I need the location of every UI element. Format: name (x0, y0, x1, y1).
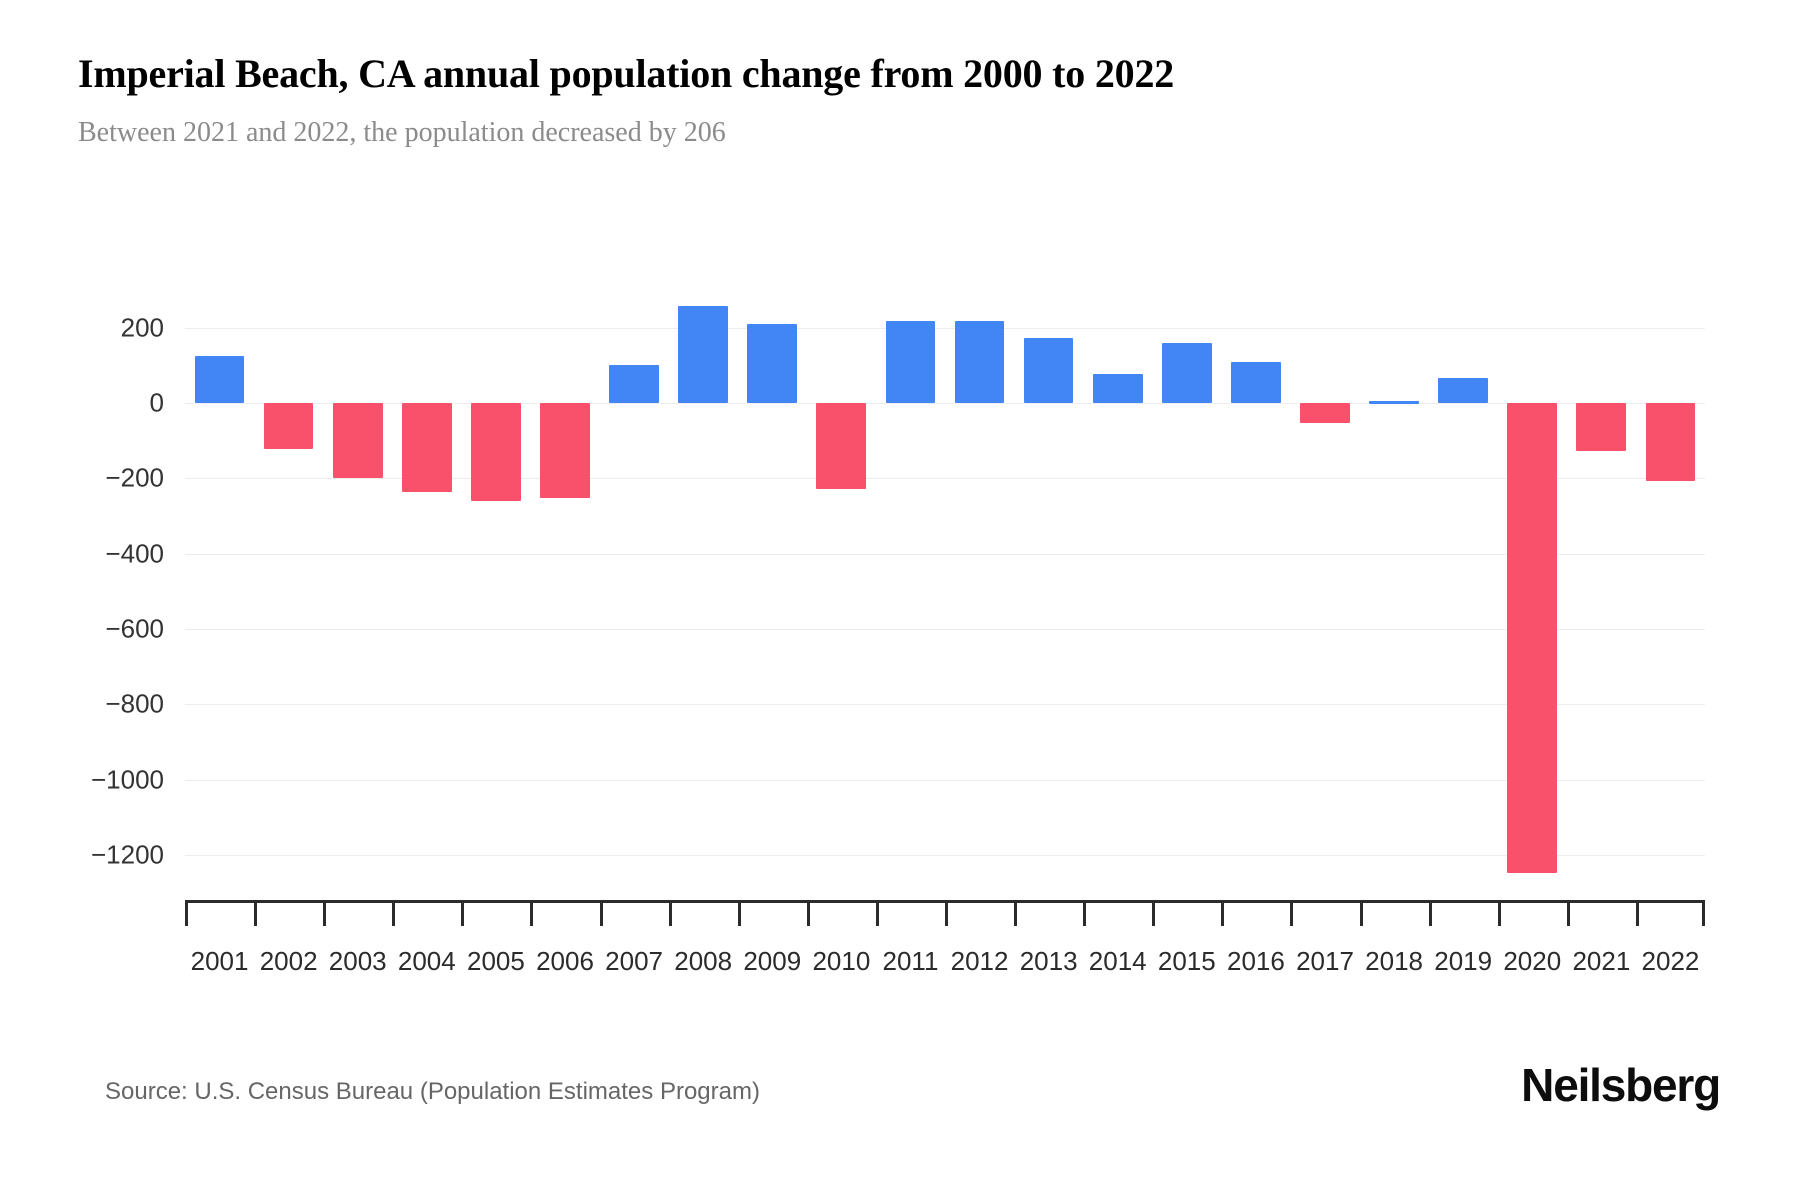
y-axis-tick-label: −1000 (90, 764, 164, 794)
x-axis-tick (668, 900, 672, 926)
x-axis-tick-label: 2012 (950, 946, 1009, 976)
x-axis-tick (1566, 900, 1570, 926)
x-axis-tick (530, 900, 534, 926)
y-axis-tick-label: −400 (105, 538, 164, 569)
bar-2006[interactable] (540, 402, 590, 499)
brand-logo: Neilsberg (1521, 1059, 1721, 1111)
gridline (185, 478, 1705, 480)
gridline (185, 327, 1705, 329)
x-axis-tick-label: 2013 (1019, 946, 1078, 976)
x-axis-tick-label: 2003 (328, 946, 387, 976)
bar-2013[interactable] (1023, 337, 1074, 403)
bar-2001[interactable] (194, 355, 245, 403)
plot-area (185, 290, 1705, 900)
x-axis-tick-label: 2021 (1572, 946, 1631, 976)
bar-2005[interactable] (471, 402, 521, 501)
y-axis-labels: 200 0 −200 −400 −600 −800 −1000 −1200 (20, 290, 165, 900)
x-axis-tick (1152, 900, 1156, 926)
chart-subtitle: Between 2021 and 2022, the population de… (78, 117, 726, 148)
x-axis-tick-label: 2009 (743, 946, 802, 976)
x-axis-tick-label: 2014 (1088, 946, 1147, 976)
bar-2003[interactable] (332, 402, 383, 479)
bar-2015[interactable] (1161, 342, 1212, 403)
source-note: Source: U.S. Census Bureau (Population E… (105, 1078, 760, 1105)
x-axis-tick (254, 900, 258, 926)
bar-2007[interactable] (609, 365, 659, 403)
x-axis-tick (461, 900, 465, 926)
gridline (185, 553, 1705, 555)
gridline (185, 704, 1705, 706)
bar-2012[interactable] (954, 321, 1005, 403)
x-axis-tick-label: 2018 (1365, 946, 1423, 976)
x-axis-tick-label: 2019 (1434, 946, 1493, 976)
gridline (185, 402, 1705, 404)
x-axis-tick (737, 900, 741, 926)
x-axis-tick (945, 900, 948, 926)
x-axis-tick (1083, 900, 1087, 926)
x-axis-tick-label: 2006 (536, 946, 594, 976)
x-axis-tick (185, 900, 188, 926)
gridline (185, 779, 1705, 781)
x-axis-tick (1221, 900, 1225, 926)
x-axis-tick-label: 2016 (1226, 946, 1285, 976)
x-axis-tick-label: 2011 (882, 946, 939, 976)
y-axis-tick-label: −600 (105, 613, 164, 644)
x-axis-tick-label: 2001 (190, 946, 249, 976)
bar-2018[interactable] (1369, 400, 1419, 404)
x-axis-tick (1497, 900, 1501, 926)
x-axis-tick-label: 2022 (1641, 946, 1700, 976)
x-axis-tick-label: 2017 (1296, 946, 1354, 976)
bar-2022[interactable] (1645, 402, 1696, 481)
bar-2008[interactable] (678, 306, 729, 403)
x-axis-tick (806, 900, 810, 926)
page-title: Imperial Beach, CA annual population cha… (78, 51, 1175, 96)
x-axis-tick (1635, 900, 1639, 926)
bar-series (185, 290, 1705, 900)
x-axis-tick-label: 2007 (605, 946, 663, 976)
y-axis-tick-label: 0 (149, 387, 164, 418)
bar-2017[interactable] (1300, 402, 1350, 423)
x-axis-tick-label: 2002 (259, 946, 318, 976)
y-axis-tick-label: −1200 (90, 839, 164, 870)
x-axis-tick (599, 900, 603, 926)
y-axis-tick-label: 200 (120, 312, 164, 343)
gridline (185, 628, 1705, 630)
y-axis-tick-label: −200 (105, 462, 164, 493)
x-axis-tick (1359, 900, 1363, 926)
bar-2004[interactable] (401, 402, 452, 493)
bar-2021[interactable] (1576, 402, 1627, 452)
bar-2014[interactable] (1092, 373, 1143, 403)
bar-2020[interactable] (1507, 402, 1558, 874)
bar-2009[interactable] (747, 323, 798, 403)
x-axis-tick-label: 2020 (1503, 946, 1562, 976)
x-axis-tick-label: 2015 (1157, 946, 1216, 976)
bar-2002[interactable] (263, 402, 314, 449)
x-axis-tick-label: 2004 (397, 946, 456, 976)
x-axis-tick-label: 2010 (812, 946, 871, 976)
x-axis-tick (392, 900, 396, 926)
x-axis-tick (1702, 900, 1705, 926)
gridline (185, 854, 1705, 856)
bar-2010[interactable] (816, 402, 867, 489)
y-axis-tick-label: −800 (105, 688, 164, 719)
x-axis-tick (1014, 900, 1018, 926)
bar-2019[interactable] (1438, 377, 1489, 403)
bar-2016[interactable] (1231, 361, 1281, 403)
chart-header: Imperial Beach, CA annual population cha… (78, 50, 1718, 149)
x-axis-tick-label: 2005 (466, 946, 525, 976)
bar-2011[interactable] (885, 320, 936, 403)
x-axis-tick (875, 900, 879, 926)
x-axis-tick (323, 900, 327, 926)
x-axis-tick-label: 2008 (674, 946, 733, 976)
x-axis-tick (1290, 900, 1294, 926)
x-axis-tick (1428, 900, 1432, 926)
